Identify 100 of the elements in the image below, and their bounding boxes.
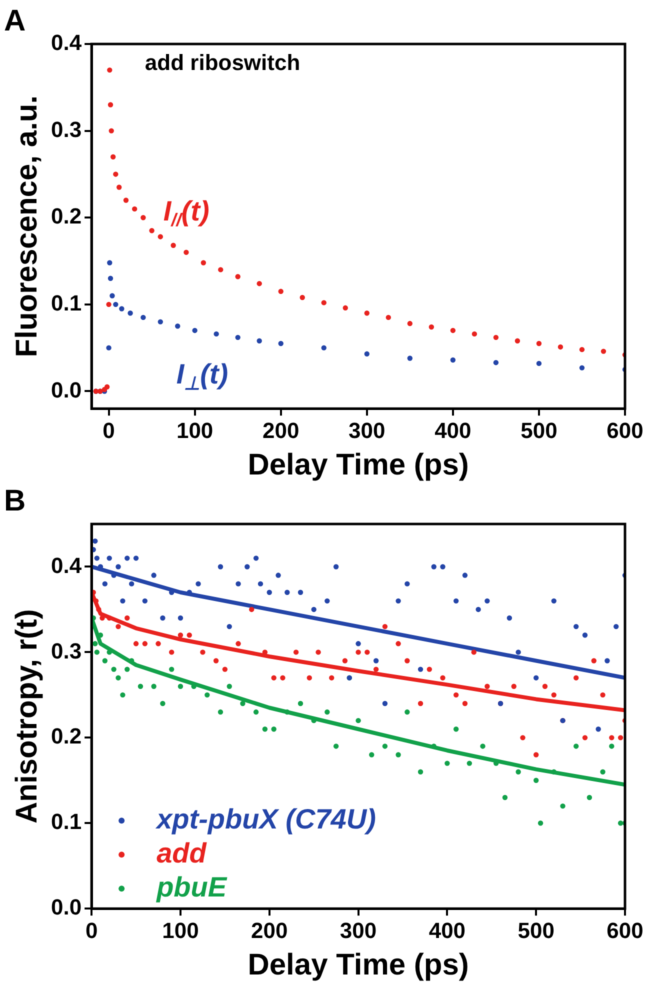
point — [102, 658, 108, 664]
point — [404, 709, 410, 715]
point — [472, 331, 478, 337]
x-tick-label: 300 — [340, 918, 377, 943]
point — [618, 820, 624, 826]
point — [600, 692, 606, 698]
point — [356, 650, 361, 655]
point — [119, 306, 124, 312]
point — [106, 556, 112, 561]
point — [373, 666, 379, 672]
point — [106, 650, 112, 655]
point — [364, 650, 370, 655]
x-tick-label: 600 — [606, 418, 644, 443]
point — [364, 351, 370, 357]
point — [321, 300, 326, 306]
point — [333, 744, 339, 749]
point — [124, 615, 130, 621]
point — [284, 709, 290, 715]
point — [184, 250, 189, 255]
point — [453, 598, 459, 604]
point — [407, 356, 413, 361]
point — [96, 606, 102, 612]
annotation: add riboswitch — [144, 50, 300, 76]
point — [506, 615, 512, 621]
point — [266, 590, 272, 595]
point — [520, 735, 526, 740]
x-axis-title: Delay Time (ps) — [248, 948, 469, 982]
point — [104, 384, 110, 390]
point — [253, 709, 259, 715]
point — [614, 624, 619, 630]
point — [160, 615, 166, 621]
point — [404, 658, 410, 664]
point — [536, 360, 542, 366]
text: A — [4, 4, 26, 38]
point — [542, 684, 548, 689]
point — [192, 328, 198, 334]
point — [493, 334, 499, 340]
point — [298, 700, 304, 706]
point — [92, 641, 98, 646]
point — [582, 735, 588, 740]
point — [618, 735, 624, 740]
point — [200, 650, 206, 655]
point — [116, 624, 121, 630]
y-tick-label: 0.4 — [50, 552, 82, 578]
point — [218, 267, 224, 272]
point — [609, 744, 614, 749]
point — [300, 294, 305, 300]
point — [586, 794, 592, 800]
point — [538, 820, 544, 826]
y-tick-label: 0.4 — [50, 30, 82, 56]
point — [253, 556, 259, 561]
y-tick-label: 0.2 — [50, 724, 82, 749]
series-label: I⊥(t) — [176, 358, 228, 394]
point — [271, 675, 276, 680]
point — [560, 803, 566, 809]
point — [428, 324, 434, 330]
point — [476, 606, 481, 612]
point — [235, 334, 240, 340]
y-tick-label: 0.3 — [50, 116, 82, 142]
point — [280, 675, 286, 680]
point — [156, 641, 161, 646]
point — [450, 328, 456, 334]
point — [533, 752, 539, 758]
point — [324, 709, 330, 715]
y-tick-label: 0.1 — [50, 809, 82, 834]
point — [108, 102, 114, 108]
point — [591, 658, 596, 664]
point — [213, 658, 219, 664]
point — [382, 744, 388, 749]
x-tick-label: 100 — [162, 918, 199, 943]
point — [249, 606, 254, 612]
point — [278, 340, 284, 346]
point — [574, 744, 579, 749]
point — [142, 641, 148, 646]
point — [466, 760, 472, 766]
y-tick-label: 0.0 — [50, 894, 82, 920]
point — [373, 658, 379, 664]
point — [116, 564, 121, 570]
point — [596, 726, 601, 732]
point — [276, 572, 281, 578]
point — [106, 302, 112, 308]
point — [271, 726, 276, 732]
point — [108, 128, 114, 134]
point — [306, 675, 312, 680]
point — [222, 666, 228, 672]
point — [404, 581, 410, 586]
point — [111, 666, 116, 672]
point — [120, 598, 126, 604]
legend-label: xpt-pbuX (C74U) — [154, 803, 376, 834]
point — [471, 650, 476, 655]
point — [200, 260, 206, 266]
point — [600, 348, 606, 354]
point — [102, 581, 108, 586]
point — [236, 641, 241, 646]
point — [124, 666, 130, 672]
point — [226, 624, 232, 630]
point — [133, 556, 139, 561]
y-axis-title: Fluorescence, a.u. — [10, 95, 44, 358]
point — [579, 365, 585, 370]
point — [110, 293, 115, 298]
